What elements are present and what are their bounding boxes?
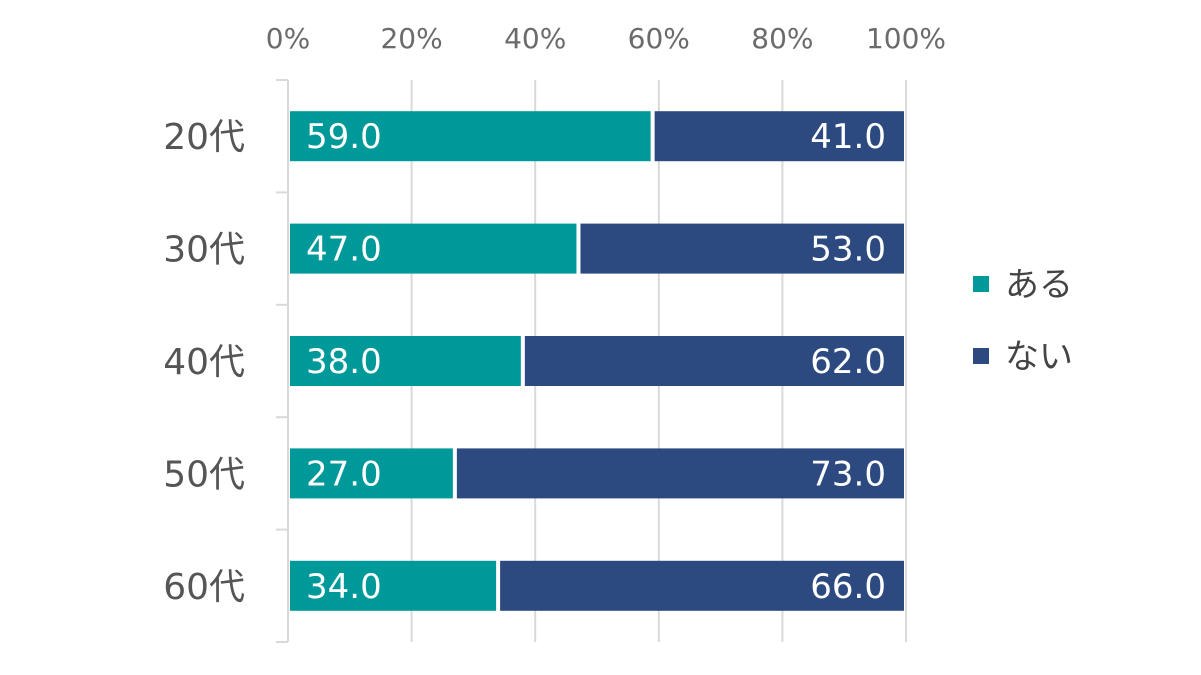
x-tick-label: 0% bbox=[266, 22, 310, 55]
data-label: 66.0 bbox=[810, 567, 886, 607]
bar-segment-nai bbox=[654, 111, 904, 162]
x-tick-labels: 0% 20% 40% 60% 80% 100% bbox=[266, 22, 946, 55]
category-label: 60代 bbox=[163, 567, 245, 608]
data-label: 34.0 bbox=[306, 567, 382, 607]
legend-label: ある bbox=[1005, 265, 1073, 305]
data-label: 59.0 bbox=[306, 117, 382, 157]
category-labels: 20代 30代 40代 50代 60代 bbox=[163, 117, 245, 608]
data-label: 47.0 bbox=[306, 230, 382, 270]
data-label: 41.0 bbox=[810, 117, 886, 157]
x-tick-label: 100% bbox=[866, 22, 946, 55]
bar-segment-aru bbox=[290, 448, 453, 499]
x-tick-label: 80% bbox=[751, 22, 813, 55]
bar-segment-aru bbox=[290, 223, 577, 274]
category-label: 50代 bbox=[163, 454, 245, 495]
bar-segment-nai bbox=[524, 336, 904, 386]
legend-swatch bbox=[973, 348, 989, 364]
legend-swatch bbox=[973, 276, 989, 292]
category-label: 40代 bbox=[163, 342, 245, 383]
data-label: 62.0 bbox=[810, 342, 886, 382]
data-label: 73.0 bbox=[810, 454, 886, 494]
bar-segment-nai bbox=[500, 560, 904, 611]
x-tick-label: 20% bbox=[380, 22, 442, 55]
x-tick-label: 60% bbox=[628, 22, 690, 55]
bar-segment-aru bbox=[290, 111, 651, 162]
bar-segment-aru bbox=[290, 560, 497, 611]
data-label: 38.0 bbox=[306, 342, 382, 382]
bar-segment-nai bbox=[580, 223, 904, 274]
bar-segment-aru bbox=[290, 336, 521, 386]
bar-segment-nai bbox=[456, 448, 904, 499]
x-tick-label: 40% bbox=[504, 22, 566, 55]
category-label: 30代 bbox=[163, 230, 245, 271]
bars: 59.0 41.0 47.0 53.0 38.0 62.0 27.0 73.0 34.0 66.0 bbox=[290, 111, 904, 611]
category-label: 20代 bbox=[163, 117, 245, 158]
legend-label: ない bbox=[1005, 337, 1073, 377]
data-label: 27.0 bbox=[306, 454, 382, 494]
data-label: 53.0 bbox=[810, 230, 886, 270]
category-axis bbox=[276, 79, 289, 643]
